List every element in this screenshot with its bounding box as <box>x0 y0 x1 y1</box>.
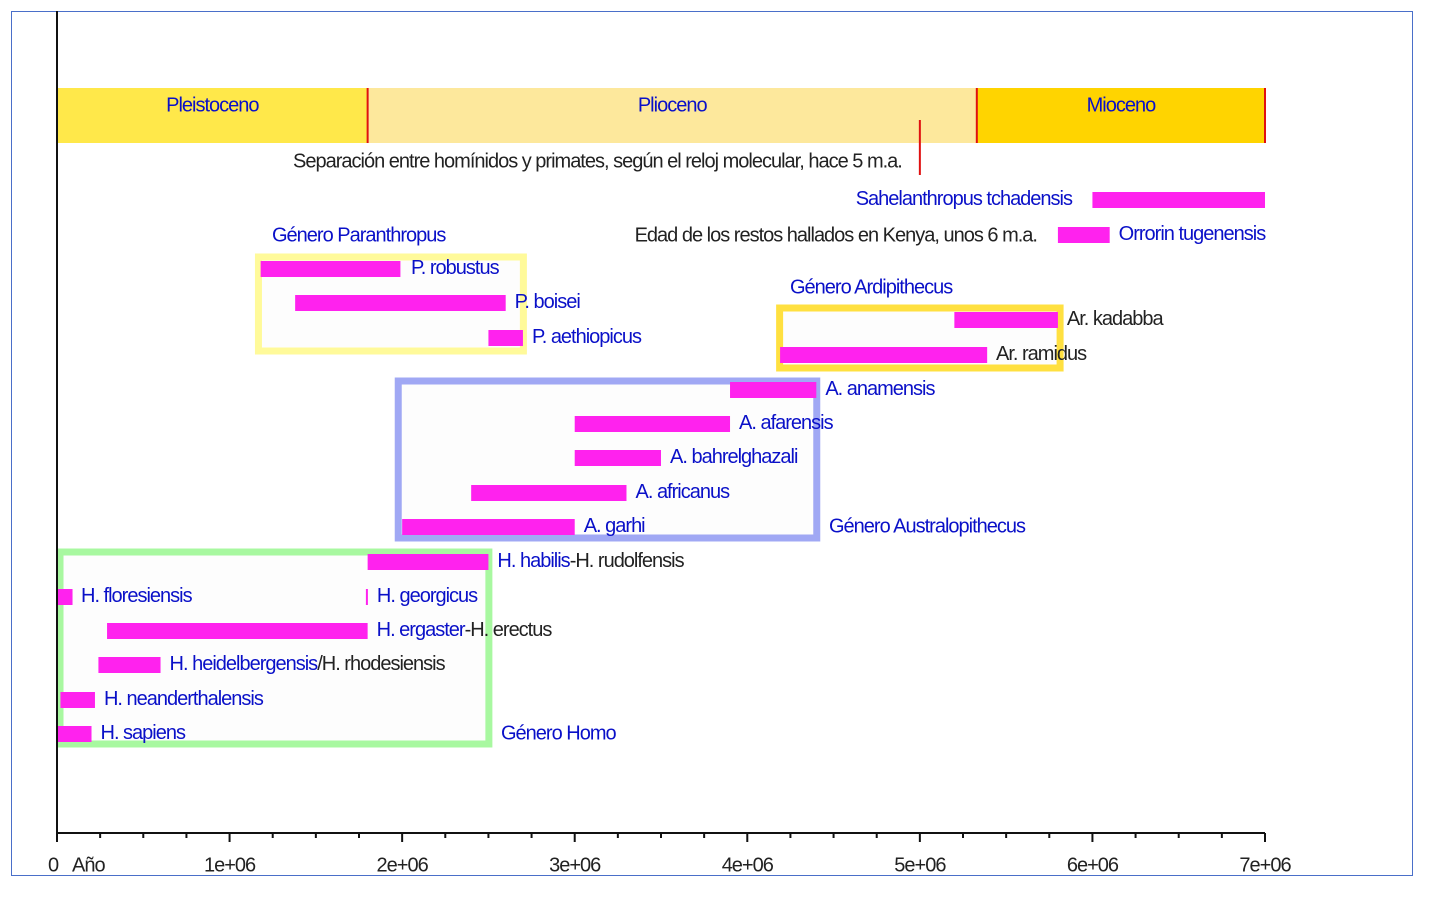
bar-a-africanus <box>471 485 627 501</box>
bar-h-ergaster-h-erectus <box>107 623 368 639</box>
bar-label-part: Sahelanthropus tchadensis <box>856 188 1073 210</box>
bar-label: P. boisei <box>515 291 581 313</box>
bar-a-garhi <box>402 519 575 535</box>
epoch-band-2 <box>976 88 1265 143</box>
bar-label: A. africanus <box>635 481 730 503</box>
x-tick-label: 4e+06 <box>722 854 774 876</box>
group-box-3 <box>56 548 493 748</box>
group-label: Género Australopithecus <box>829 515 1026 537</box>
bar-label-part: H. georgicus <box>377 585 478 607</box>
bar-h-habilis-h-rudolfensis <box>367 554 489 570</box>
x-tick-label: 6e+06 <box>1067 854 1119 876</box>
bar-label: A. afarensis <box>739 412 834 434</box>
bar-h-neanderthalensis <box>60 692 95 708</box>
bar-label-part: -H. rudolfensis <box>570 550 685 572</box>
bar-ar-ramidus <box>780 347 988 363</box>
bar-label: P. robustus <box>411 257 500 279</box>
bar-label-part: A. anamensis <box>825 378 935 400</box>
kenya-annotation: Edad de los restos hallados en Kenya, un… <box>635 224 1037 246</box>
bar-label-part: P. aethiopicus <box>532 326 642 348</box>
bar-label-part: H. ergaster <box>377 619 466 641</box>
bar-label: Ar. kadabba <box>1067 308 1165 330</box>
bar-label: H. heidelbergensis/H. rhodesiensis <box>170 653 446 675</box>
bar-h-heidelbergensis-h-rhodesiensis <box>98 657 161 673</box>
epoch-band-1 <box>367 88 977 143</box>
bar-label-part: A. africanus <box>635 481 730 503</box>
bar-label-part: H. floresiensis <box>81 585 193 607</box>
bar-h-sapiens <box>57 726 92 742</box>
molecular-clock-annotation: Separación entre homínidos y primates, s… <box>293 150 902 172</box>
bar-label: Sahelanthropus tchadensis <box>856 188 1073 210</box>
bar-a-afarensis <box>574 416 731 432</box>
x-tick-label: 7e+06 <box>1239 854 1291 876</box>
epoch-label: Plioceno <box>638 94 708 116</box>
bar-h-floresiensis <box>57 589 73 605</box>
bar-label-part: Orrorin tugenensis <box>1119 223 1267 245</box>
bar-label-part: P. boisei <box>515 291 581 313</box>
x-tick-label: 1e+06 <box>204 854 256 876</box>
bar-ar-kadabba <box>954 312 1058 328</box>
bar-a-bahrelghazali <box>574 450 661 466</box>
bar-label-part: P. robustus <box>411 257 500 279</box>
group-label: Género Ardipithecus <box>790 276 953 298</box>
bar-label-part: A. bahrelghazali <box>670 446 798 468</box>
bar-label-part: H. heidelbergensis <box>170 653 319 675</box>
bar-label: H. georgicus <box>377 585 478 607</box>
bar-label-part: A. afarensis <box>739 412 834 434</box>
bar-label-part: A. garhi <box>584 515 645 537</box>
bar-label: P. aethiopicus <box>532 326 642 348</box>
bar-label-part: H. habilis <box>497 550 570 572</box>
group-label: Género Paranthropus <box>272 224 446 246</box>
bar-h-georgicus <box>365 589 368 605</box>
bar-orrorin-tugenensis <box>1057 227 1110 243</box>
x-tick-label: 3e+06 <box>549 854 601 876</box>
bar-label: H. habilis-H. rudolfensis <box>497 550 684 572</box>
bar-a-anamensis <box>730 382 817 398</box>
chart-frame <box>11 11 1413 876</box>
bar-p-boisei <box>295 295 506 311</box>
bar-sahelanthropus-tchadensis <box>1092 192 1265 208</box>
bar-label: A. anamensis <box>825 378 935 400</box>
bar-label: A. bahrelghazali <box>670 446 798 468</box>
bar-label-part: Ar. ramidus <box>996 343 1087 365</box>
bar-label: H. floresiensis <box>81 585 193 607</box>
x-tick-label: 2e+06 <box>377 854 429 876</box>
epoch-band-0 <box>57 88 368 143</box>
bar-label: H. ergaster-H. erectus <box>377 619 553 641</box>
x-axis-label: Año <box>72 854 105 876</box>
bar-label-part: H. neanderthalensis <box>104 688 264 710</box>
bar-p-robustus <box>260 261 401 277</box>
x-tick-label: 0 <box>48 854 59 876</box>
x-tick-label: 5e+06 <box>894 854 946 876</box>
bar-label-part: /H. rhodesiensis <box>317 653 445 675</box>
bar-label-part: H. sapiens <box>101 722 186 744</box>
epoch-label: Mioceno <box>1087 94 1156 116</box>
bar-label: Orrorin tugenensis <box>1119 223 1267 245</box>
bar-p-aethiopicus <box>488 330 523 346</box>
epoch-label: Pleistoceno <box>166 94 259 116</box>
group-label: Género Homo <box>501 722 616 744</box>
bar-label-part: Ar. kadabba <box>1067 308 1165 330</box>
bar-label: H. neanderthalensis <box>104 688 264 710</box>
bar-label: A. garhi <box>584 515 645 537</box>
bar-label-part: -H. erectus <box>465 619 553 641</box>
bar-label: Ar. ramidus <box>996 343 1087 365</box>
bar-label: H. sapiens <box>101 722 186 744</box>
